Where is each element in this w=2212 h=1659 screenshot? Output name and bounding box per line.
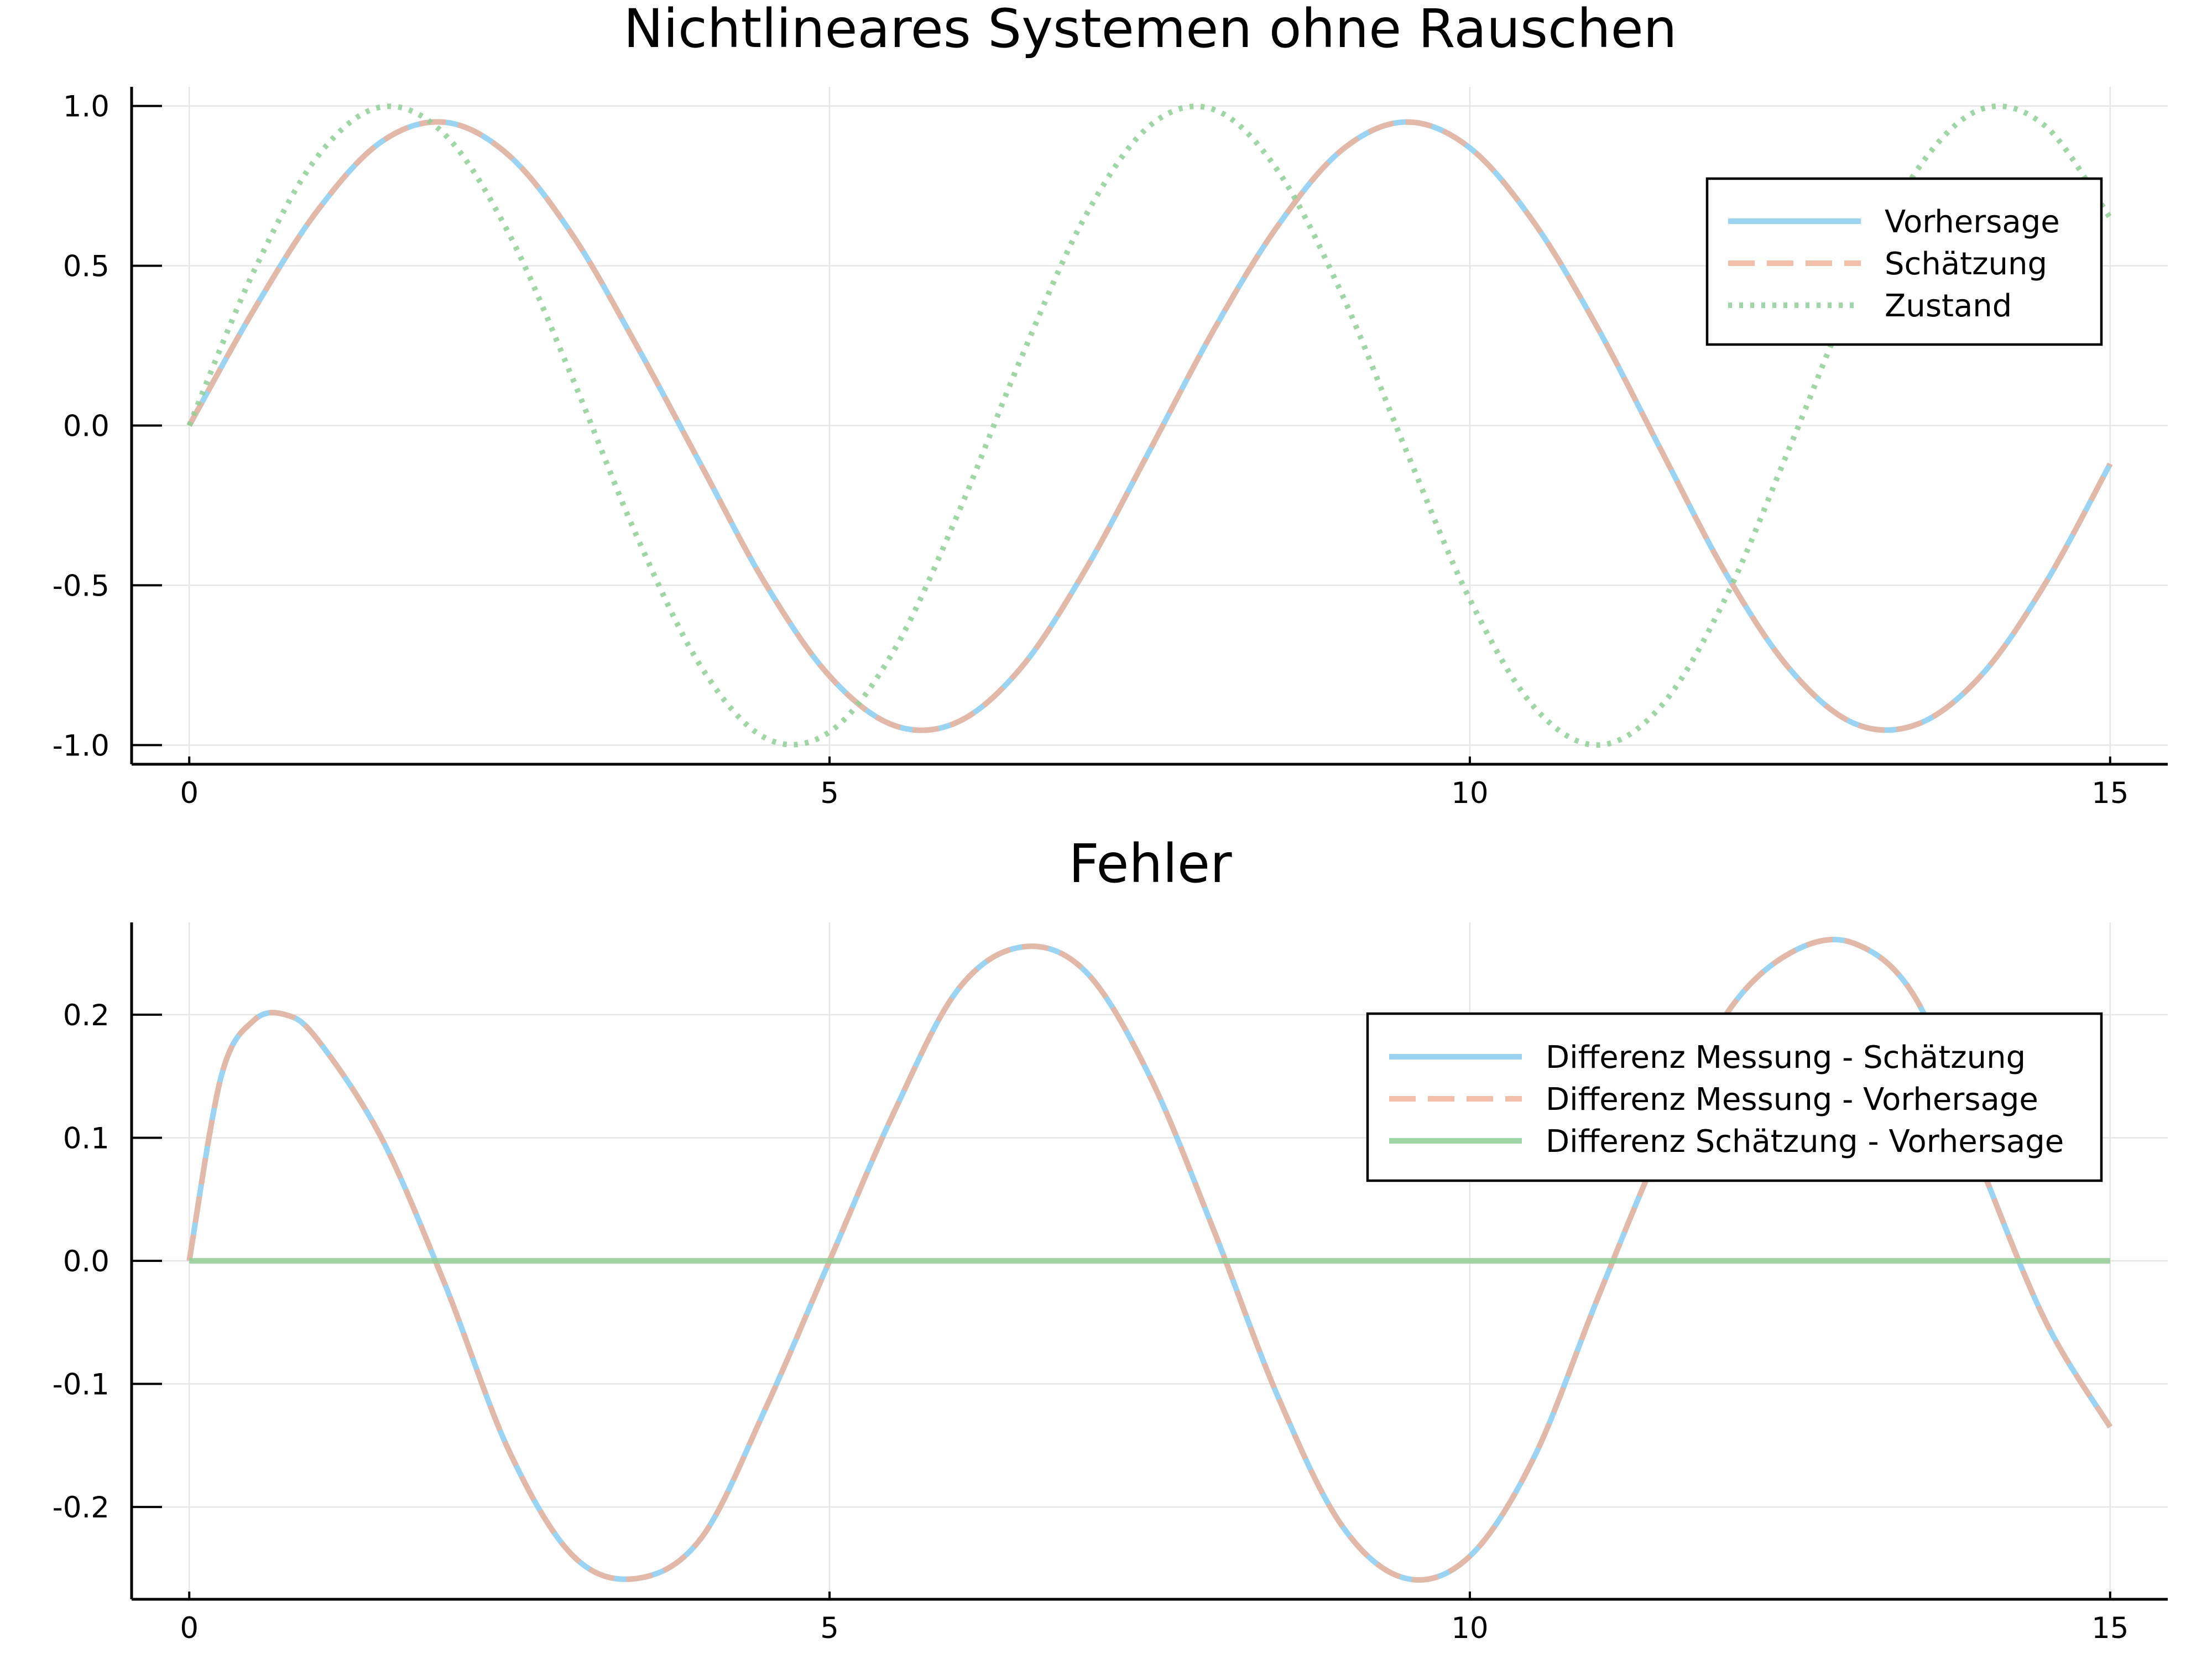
panel-bottom: Fehler 0 5 10 15 -0.2 -0.1 0.0 0.1 0.2 Differenz… bbox=[53, 833, 2168, 1645]
y-tick-label: -0.2 bbox=[53, 1491, 109, 1525]
legend-label-diff-messung-vorhersage: Differenz Messung - Vorhersage bbox=[1546, 1082, 2038, 1118]
x-tick-label: 15 bbox=[2091, 776, 2128, 810]
ticks: 0 5 10 15 -0.2 -0.1 0.0 0.1 0.2 bbox=[53, 999, 2129, 1645]
x-tick-label: 10 bbox=[1451, 1611, 1488, 1645]
series-line bbox=[186, 119, 2113, 733]
legend-label-diff-schaetzung-vorhersage: Differenz Schätzung - Vorhersage bbox=[1546, 1124, 2064, 1160]
y-tick-label: 1.0 bbox=[63, 90, 109, 124]
series-line bbox=[186, 103, 2112, 748]
legend: Vorhersage Schätzung Zustand bbox=[1705, 177, 2103, 346]
x-tick-label: 5 bbox=[820, 776, 839, 810]
y-tick-label: 0.1 bbox=[63, 1121, 109, 1155]
x-tick-label: 15 bbox=[2091, 1611, 2128, 1645]
legend-label-diff-messung-schaetzung: Differenz Messung - Schätzung bbox=[1546, 1040, 2026, 1076]
series-line bbox=[186, 937, 2113, 1583]
legend-label-zustand: Zustand bbox=[1885, 288, 2012, 324]
ticks: 0 5 10 15 -1.0 -0.5 0.0 0.5 1.0 bbox=[53, 90, 2129, 810]
panel-top: Nichtlineares Systemen ohne Rauschen 0 5 1… bbox=[53, 0, 2168, 810]
legend: Differenz Messung - Schätzung Differenz … bbox=[1366, 1012, 2103, 1182]
y-tick-label: -0.5 bbox=[53, 569, 109, 603]
chart-title: Nichtlineares Systemen ohne Rauschen bbox=[624, 0, 1677, 60]
y-tick-label: 0.5 bbox=[63, 250, 109, 284]
y-tick-label: -0.1 bbox=[53, 1368, 109, 1402]
y-tick-label: -1.0 bbox=[53, 729, 109, 763]
y-tick-label: 0.0 bbox=[63, 410, 109, 444]
x-tick-label: 0 bbox=[180, 776, 199, 810]
chart-title: Fehler bbox=[1068, 833, 1232, 895]
series-lines bbox=[186, 937, 2113, 1583]
series-lines bbox=[186, 103, 2113, 748]
x-tick-label: 5 bbox=[820, 1611, 839, 1645]
x-tick-label: 10 bbox=[1451, 776, 1488, 810]
legend-label-vorhersage: Vorhersage bbox=[1885, 204, 2060, 240]
legend-label-schaetzung: Schätzung bbox=[1885, 246, 2047, 282]
y-tick-label: 0.0 bbox=[63, 1245, 109, 1279]
x-tick-label: 0 bbox=[180, 1611, 199, 1645]
y-tick-label: 0.2 bbox=[63, 999, 109, 1032]
